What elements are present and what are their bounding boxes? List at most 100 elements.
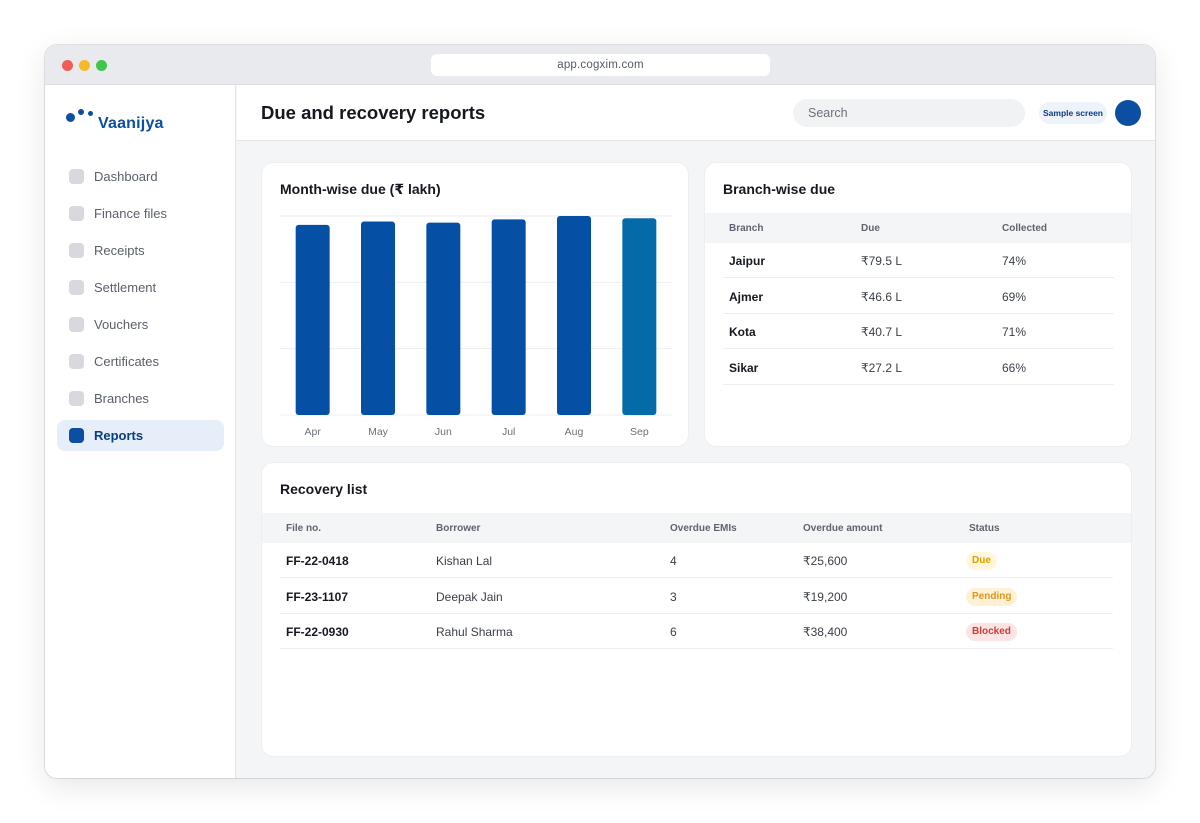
search-input[interactable] [793,99,1025,127]
user-avatar[interactable] [1115,100,1141,126]
overdue-amount-cell: ₹38,400 [803,625,848,639]
table-row[interactable]: FF-23-1107 Deepak Jain 3 ₹19,200 Pending [280,579,1113,614]
overdue-emis-cell: 4 [670,554,677,568]
sidebar-item-dashboard[interactable]: Dashboard [57,161,224,192]
browser-window: app.cogxim.com Vaanijya Dashboard Finance… [45,45,1155,778]
status-badge: Due [966,552,997,570]
column-header-overdue-amount: Overdue amount [803,523,883,534]
overdue-emis-cell: 3 [670,589,677,604]
branch-branch-cell: Sikar [729,360,759,375]
sidebar-item-settlement[interactable]: Settlement [57,272,224,303]
certificates-icon [69,354,84,369]
reports-icon [69,428,84,443]
branch-collected-cell: 69% [1002,289,1027,304]
x-tick-label: Jun [435,426,452,438]
settlement-icon [69,280,84,295]
bar-jul[interactable] [491,219,526,415]
table-row[interactable]: Sikar ₹27.2 L 66% [723,350,1114,385]
table-row[interactable]: FF-22-0418 Kishan Lal 4 ₹25,600 Due [280,543,1113,578]
branch-branch-cell: Jaipur [729,254,766,268]
page-header: Due and recovery reports Sample screen [237,85,1155,141]
sample-screen-badge: Sample screen [1039,102,1107,124]
logo-dots-icon [65,108,97,128]
minimize-window-button[interactable] [79,60,90,71]
close-window-button[interactable] [62,60,73,71]
table-row[interactable]: Jaipur ₹79.5 L 74% [723,243,1114,278]
maximize-window-button[interactable] [96,60,107,71]
branch-due-cell: ₹79.5 L [861,254,902,268]
app-logo[interactable]: Vaanijya [65,108,215,138]
recovery-list-card: Recovery list File no. Borrower Overdue … [261,462,1132,757]
x-tick-label: Jul [502,426,515,438]
sidebar-item-label: Finance files [94,206,167,221]
branch-due-cell: ₹46.6 L [861,289,902,304]
column-header-branch: Branch [729,223,764,234]
branch-due-cell: ₹27.2 L [861,360,902,375]
x-tick-label: May [368,426,389,438]
branch-branch-cell: Ajmer [729,289,764,304]
recovery-table-header: File no. Borrower Overdue EMIs Overdue a… [262,513,1131,543]
bar-sep[interactable] [622,218,657,415]
overdue-amount-cell: ₹19,200 [803,589,848,604]
file-no-cell: FF-22-0930 [286,625,349,639]
branch-collected-cell: 71% [1002,325,1027,339]
branches-icon [69,391,84,406]
branch-collected-cell: 74% [1002,254,1027,268]
sidebar: Vaanijya Dashboard Finance files Receipts S… [45,85,236,778]
dashboard-icon [69,169,84,184]
bar-may[interactable] [361,221,395,415]
bar-aug[interactable] [557,216,591,415]
file-no-cell: FF-22-0418 [286,554,349,568]
month-wise-due-card: Month-wise due (₹ lakh) Apr May Jun Jul Aug S… [261,162,689,447]
column-header-file-no: File no. [286,523,321,534]
finance-files-icon [69,206,84,221]
month-wise-due-chart: Apr May Jun Jul Aug Sep [280,215,672,438]
sidebar-item-reports[interactable]: Reports [57,420,224,451]
file-no-cell: FF-23-1107 [286,589,349,604]
x-tick-label: Apr [304,426,321,438]
sidebar-item-receipts[interactable]: Receipts [57,235,224,266]
receipts-icon [69,243,84,258]
status-badge: Pending [966,587,1018,606]
column-header-status: Status [969,523,1000,534]
table-row[interactable]: Ajmer ₹46.6 L 69% [723,279,1114,314]
column-header-collected: Collected [1002,223,1048,234]
overdue-emis-cell: 6 [670,625,677,639]
branch-branch-cell: Kota [729,325,756,339]
x-tick-label: Sep [630,426,649,438]
sidebar-nav: Dashboard Finance files Receipts Settlement… [57,161,224,457]
sidebar-item-label: Branches [94,391,149,406]
browser-titlebar: app.cogxim.com [45,45,1155,85]
branch-due-cell: ₹40.7 L [861,325,902,339]
table-row[interactable]: Kota ₹40.7 L 71% [723,314,1114,349]
branch-wise-due-card: Branch-wise due Branch Due Collected Jai… [704,162,1132,447]
address-bar[interactable]: app.cogxim.com [431,54,770,76]
sidebar-item-vouchers[interactable]: Vouchers [57,309,224,340]
chart-title: Month-wise due (₹ lakh) [280,181,441,197]
sidebar-item-certificates[interactable]: Certificates [57,346,224,377]
branch-collected-cell: 66% [1002,360,1027,375]
page-title: Due and recovery reports [261,102,486,123]
column-header-overdue-emis: Overdue EMIs [670,523,737,534]
branch-table-title: Branch-wise due [723,181,836,197]
borrower-cell: Deepak Jain [436,589,503,604]
column-header-borrower: Borrower [436,523,481,534]
sidebar-item-finance-files[interactable]: Finance files [57,198,224,229]
sidebar-item-branches[interactable]: Branches [57,383,224,414]
bar-apr[interactable] [295,224,330,415]
sidebar-item-label: Reports [94,428,144,443]
borrower-cell: Rahul Sharma [436,625,513,639]
vouchers-icon [69,317,84,332]
x-tick-label: Aug [565,426,584,438]
column-header-due: Due [861,223,880,234]
sidebar-item-label: Dashboard [94,169,158,184]
sidebar-item-label: Certificates [94,354,160,369]
status-badge: Blocked [966,623,1017,641]
sidebar-item-label: Settlement [94,280,157,295]
sidebar-item-label: Receipts [94,243,145,258]
table-row[interactable]: FF-22-0930 Rahul Sharma 6 ₹38,400 Blocked [280,614,1113,649]
recovery-list-title: Recovery list [280,481,368,497]
branch-table-header: Branch Due Collected [705,213,1131,243]
app-name: Vaanijya [98,115,164,132]
bar-jun[interactable] [426,222,461,415]
